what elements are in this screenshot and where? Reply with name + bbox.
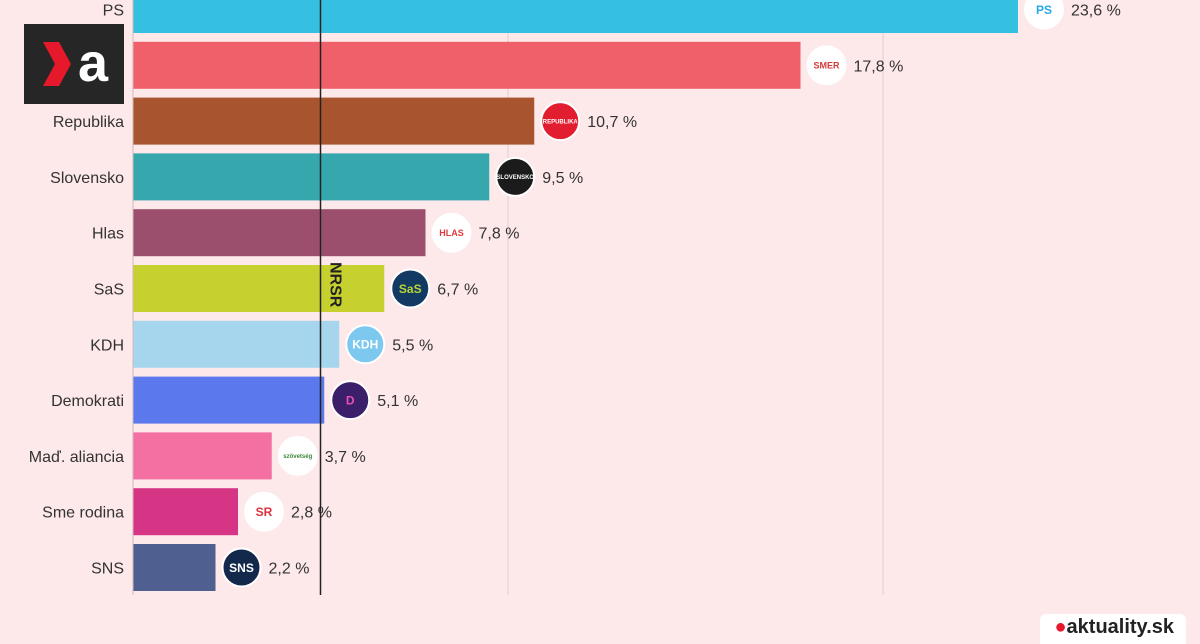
value-label-9: 2,8 %	[291, 505, 332, 522]
kdh-logo-icon	[345, 324, 386, 365]
madarska-aliancia-logo-text: szövetség	[283, 454, 312, 460]
value-label-4: 7,8 %	[479, 226, 520, 243]
kdh-logo-text: KDH	[352, 338, 378, 352]
bar-2[interactable]	[133, 97, 535, 145]
sas-logo-text: SaS	[399, 282, 422, 296]
slovensko-logo-icon	[495, 156, 536, 197]
value-label-0: 23,6 %	[1071, 3, 1121, 20]
bar-1[interactable]	[133, 41, 801, 89]
madarska-aliancia-logo-icon	[277, 435, 318, 476]
category-label-9: Sme rodina	[42, 505, 124, 522]
value-label-8: 3,7 %	[325, 449, 366, 466]
bar-7[interactable]	[133, 376, 325, 424]
sme-rodina-logo-icon	[244, 491, 284, 532]
republika-logo-icon	[540, 101, 581, 142]
republika-logo-text: REPUBLIKA	[543, 119, 579, 125]
category-label-7: Demokrati	[51, 393, 124, 410]
value-label-10: 2,2 %	[269, 561, 310, 578]
slovensko-logo-text: SLOVENSKO	[496, 175, 534, 181]
category-label-8: Maď. aliancia	[29, 449, 124, 466]
aktuality-watermark: ●aktuality.sk	[1040, 614, 1186, 644]
smer-logo-text: SMER	[813, 61, 840, 71]
bar-6[interactable]	[133, 320, 340, 368]
bar-4[interactable]	[133, 209, 426, 257]
value-label-7: 5,1 %	[377, 393, 418, 410]
category-label-5: SaS	[94, 282, 124, 299]
hlas-logo-text: HLAS	[439, 228, 464, 238]
sas-logo-icon	[390, 268, 431, 309]
category-label-6: KDH	[90, 337, 124, 354]
value-label-2: 10,7 %	[587, 114, 637, 131]
bar-10[interactable]	[133, 544, 216, 591]
bar-8[interactable]	[133, 432, 272, 480]
ps-logo-text: PS	[1036, 3, 1052, 17]
category-label-2: Republika	[53, 114, 124, 131]
sns-logo-text: SNS	[229, 561, 254, 575]
watermark-dot: ●	[1054, 616, 1067, 638]
demokrati-logo-text: D	[346, 393, 355, 407]
hlas-logo-icon	[431, 212, 472, 253]
category-label-3: Slovensko	[50, 170, 124, 187]
category-label-10: SNS	[91, 561, 124, 578]
value-label-6: 5,5 %	[392, 337, 433, 354]
ps-logo-icon	[1024, 0, 1064, 30]
bar-5[interactable]	[133, 265, 385, 312]
smer-logo-icon	[806, 45, 847, 86]
aktuality-brand-logo[interactable]: a	[24, 24, 124, 104]
threshold-label: NRSR	[327, 262, 344, 308]
brand-logo-icon: a	[43, 34, 109, 93]
bar-9[interactable]	[133, 488, 238, 536]
value-label-1: 17,8 %	[854, 58, 904, 75]
watermark-text: aktuality.sk	[1066, 616, 1174, 638]
sns-logo-icon	[221, 547, 262, 588]
demokrati-logo-icon	[330, 380, 371, 421]
sme-rodina-logo-text: SR	[256, 505, 273, 519]
category-label-4: Hlas	[92, 226, 124, 243]
value-label-5: 6,7 %	[437, 282, 478, 299]
value-label-3: 9,5 %	[542, 170, 583, 187]
bar-0[interactable]	[133, 0, 1018, 33]
brand-logo-letter: a	[78, 34, 109, 93]
bar-3[interactable]	[133, 153, 490, 201]
category-label-0: PS	[103, 3, 124, 20]
